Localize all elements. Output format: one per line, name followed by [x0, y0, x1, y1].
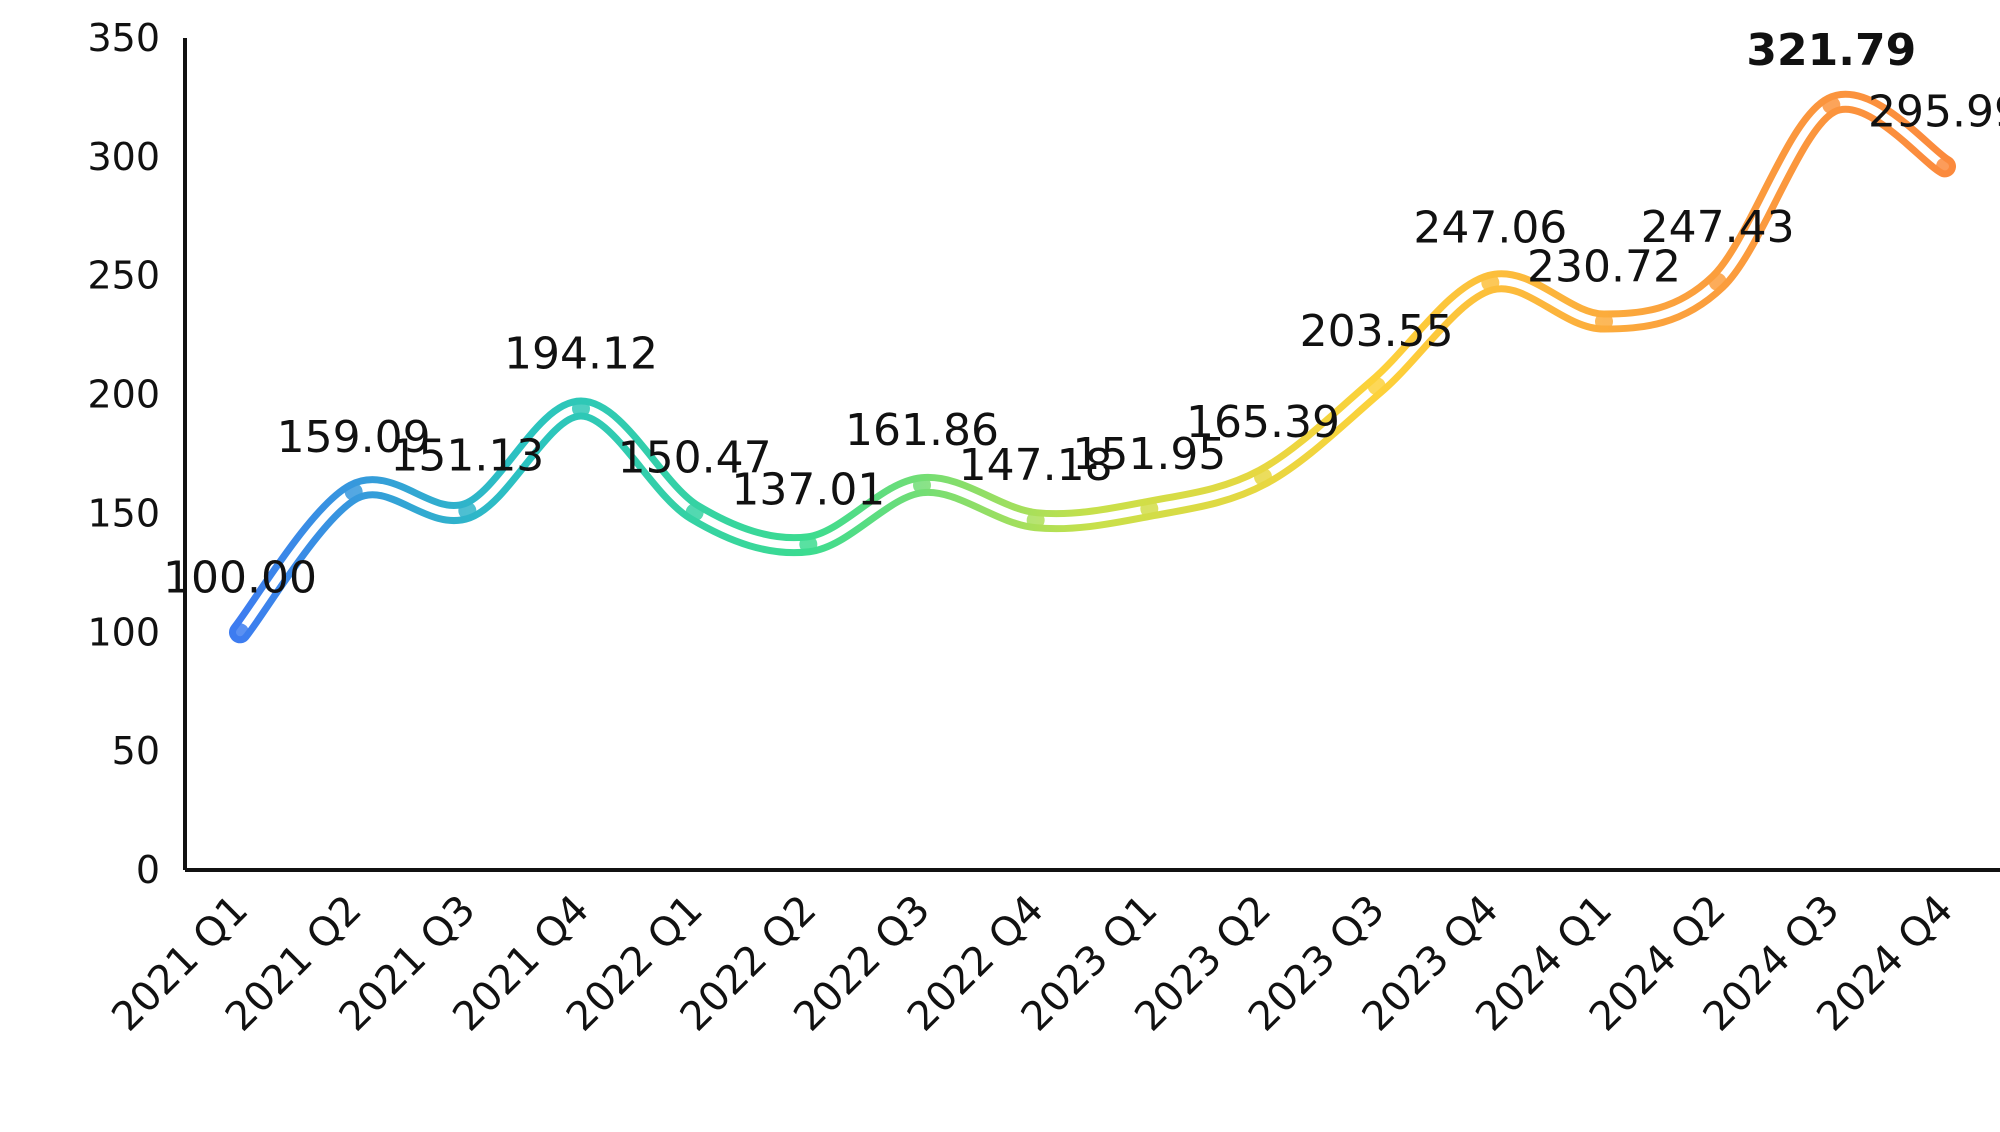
data-point	[1708, 272, 1727, 291]
data-point	[458, 501, 477, 520]
data-point	[1140, 499, 1159, 518]
y-axis: 0 50 100 150 200 250 300 350	[87, 16, 187, 892]
y-tick-label: 300	[87, 135, 160, 179]
data-point	[799, 535, 818, 554]
data-label: 194.12	[504, 329, 658, 380]
series-line	[229, 90, 1956, 644]
series-line-outer	[229, 90, 1956, 644]
data-point	[231, 623, 249, 642]
y-tick-label: 100	[87, 610, 160, 654]
data-label: 203.55	[1300, 306, 1454, 357]
data-label: 147.18	[959, 440, 1113, 491]
data-point	[1822, 96, 1841, 115]
data-point	[1026, 511, 1045, 530]
data-point	[1936, 157, 1954, 176]
data-point	[685, 503, 704, 522]
data-point	[572, 399, 590, 418]
data-label: 321.79	[1746, 25, 1916, 76]
data-label: 161.86	[845, 405, 999, 456]
series-line-inner	[236, 97, 1949, 637]
y-tick-label: 250	[87, 254, 160, 298]
data-point	[1595, 312, 1613, 331]
data-label: 150.47	[618, 432, 772, 483]
data-point	[913, 476, 931, 495]
data-label: 247.43	[1641, 202, 1795, 253]
y-tick-label: 0	[136, 848, 160, 892]
data-label: 165.39	[1186, 397, 1340, 448]
data-point	[344, 482, 363, 501]
data-label: 137.01	[731, 464, 885, 515]
y-tick-label: 50	[112, 729, 160, 773]
data-label: 151.13	[390, 431, 544, 482]
y-tick-label: 350	[87, 16, 160, 60]
data-label: 151.95	[1072, 429, 1226, 480]
data-label: 230.72	[1527, 242, 1681, 293]
data-label: 100.00	[163, 552, 317, 603]
data-label: 159.09	[277, 412, 431, 463]
data-point	[1481, 273, 1500, 292]
y-tick-label: 150	[87, 491, 160, 535]
data-label: 247.06	[1413, 203, 1567, 254]
data-point	[1254, 467, 1272, 486]
data-label: 295.99	[1868, 86, 2000, 137]
y-tick-label: 200	[87, 373, 160, 417]
data-points	[231, 96, 1954, 642]
data-point	[1367, 377, 1386, 396]
